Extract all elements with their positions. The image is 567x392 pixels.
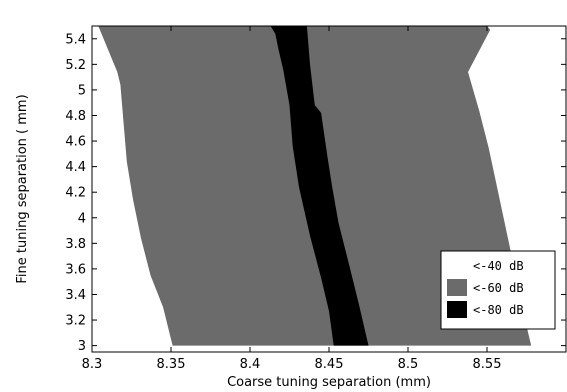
x-tick-label: 8.5: [398, 357, 419, 372]
x-tick-label: 8.3: [82, 357, 103, 372]
y-tick-label: 4: [78, 211, 86, 226]
y-tick-label: 4.4: [65, 160, 86, 175]
legend-swatch: [447, 257, 467, 274]
legend-label: <-80 dB: [473, 303, 524, 317]
y-tick-label: 3: [78, 339, 86, 354]
y-tick-label: 5.4: [65, 32, 86, 47]
legend-swatch: [447, 279, 467, 296]
axis-ticks: 8.3 8.35 8.4 8.45 8.5 8.55 3 3.2 3.4 3.6 3.8 4 4.2 4.…: [65, 26, 566, 372]
x-tick-label: 8.45: [315, 357, 344, 372]
y-tick-label: 4.8: [65, 109, 86, 124]
x-axis-title: Coarse tuning separation (mm): [227, 375, 431, 390]
y-tick-label: 4.6: [65, 135, 86, 150]
legend-label: <-40 dB: [473, 259, 524, 273]
x-tick-label: 8.4: [240, 357, 261, 372]
y-tick-label: 3.6: [65, 262, 86, 277]
y-tick-label: 5: [78, 83, 86, 98]
legend-swatch: [447, 301, 467, 318]
plot-area: [92, 26, 566, 352]
y-tick-label: 4.2: [65, 186, 86, 201]
y-tick-label: 3.4: [65, 288, 86, 303]
x-tick-label: 8.55: [473, 357, 502, 372]
legend: <-40 dB <-60 dB <-80 dB: [440, 250, 556, 330]
y-tick-label: 3.2: [65, 314, 86, 329]
y-tick-label: 5.2: [65, 58, 86, 73]
legend-label: <-60 dB: [473, 281, 524, 295]
contour-region-3: [270, 26, 369, 346]
y-tick-label: 3.8: [65, 237, 86, 252]
x-tick-label: 8.35: [157, 357, 186, 372]
y-axis-title: Fine tuning separation ( mm): [15, 94, 30, 283]
